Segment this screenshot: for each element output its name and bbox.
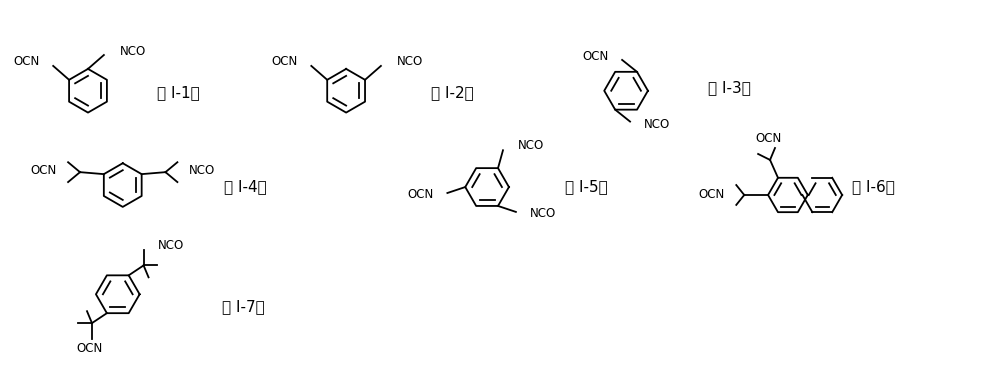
Text: 式 I-6；: 式 I-6； xyxy=(852,179,895,194)
Text: OCN: OCN xyxy=(582,50,608,64)
Text: OCN: OCN xyxy=(77,342,103,355)
Text: NCO: NCO xyxy=(397,55,423,69)
Text: OCN: OCN xyxy=(755,132,781,145)
Text: NCO: NCO xyxy=(189,164,216,177)
Text: 式 I-2；: 式 I-2； xyxy=(431,85,473,100)
Text: NCO: NCO xyxy=(157,239,184,252)
Text: 式 I-7。: 式 I-7。 xyxy=(222,299,265,314)
Text: 式 I-4；: 式 I-4； xyxy=(224,179,267,194)
Text: 式 I-5；: 式 I-5； xyxy=(565,179,607,194)
Text: 式 I-3；: 式 I-3； xyxy=(708,80,751,95)
Text: OCN: OCN xyxy=(698,189,724,201)
Text: NCO: NCO xyxy=(518,139,544,152)
Text: NCO: NCO xyxy=(644,118,670,131)
Text: 式 I-1；: 式 I-1； xyxy=(157,85,200,100)
Text: NCO: NCO xyxy=(120,45,146,57)
Text: OCN: OCN xyxy=(407,189,433,201)
Text: OCN: OCN xyxy=(271,55,297,69)
Text: NCO: NCO xyxy=(530,208,556,220)
Text: OCN: OCN xyxy=(30,164,56,177)
Text: OCN: OCN xyxy=(13,55,39,69)
